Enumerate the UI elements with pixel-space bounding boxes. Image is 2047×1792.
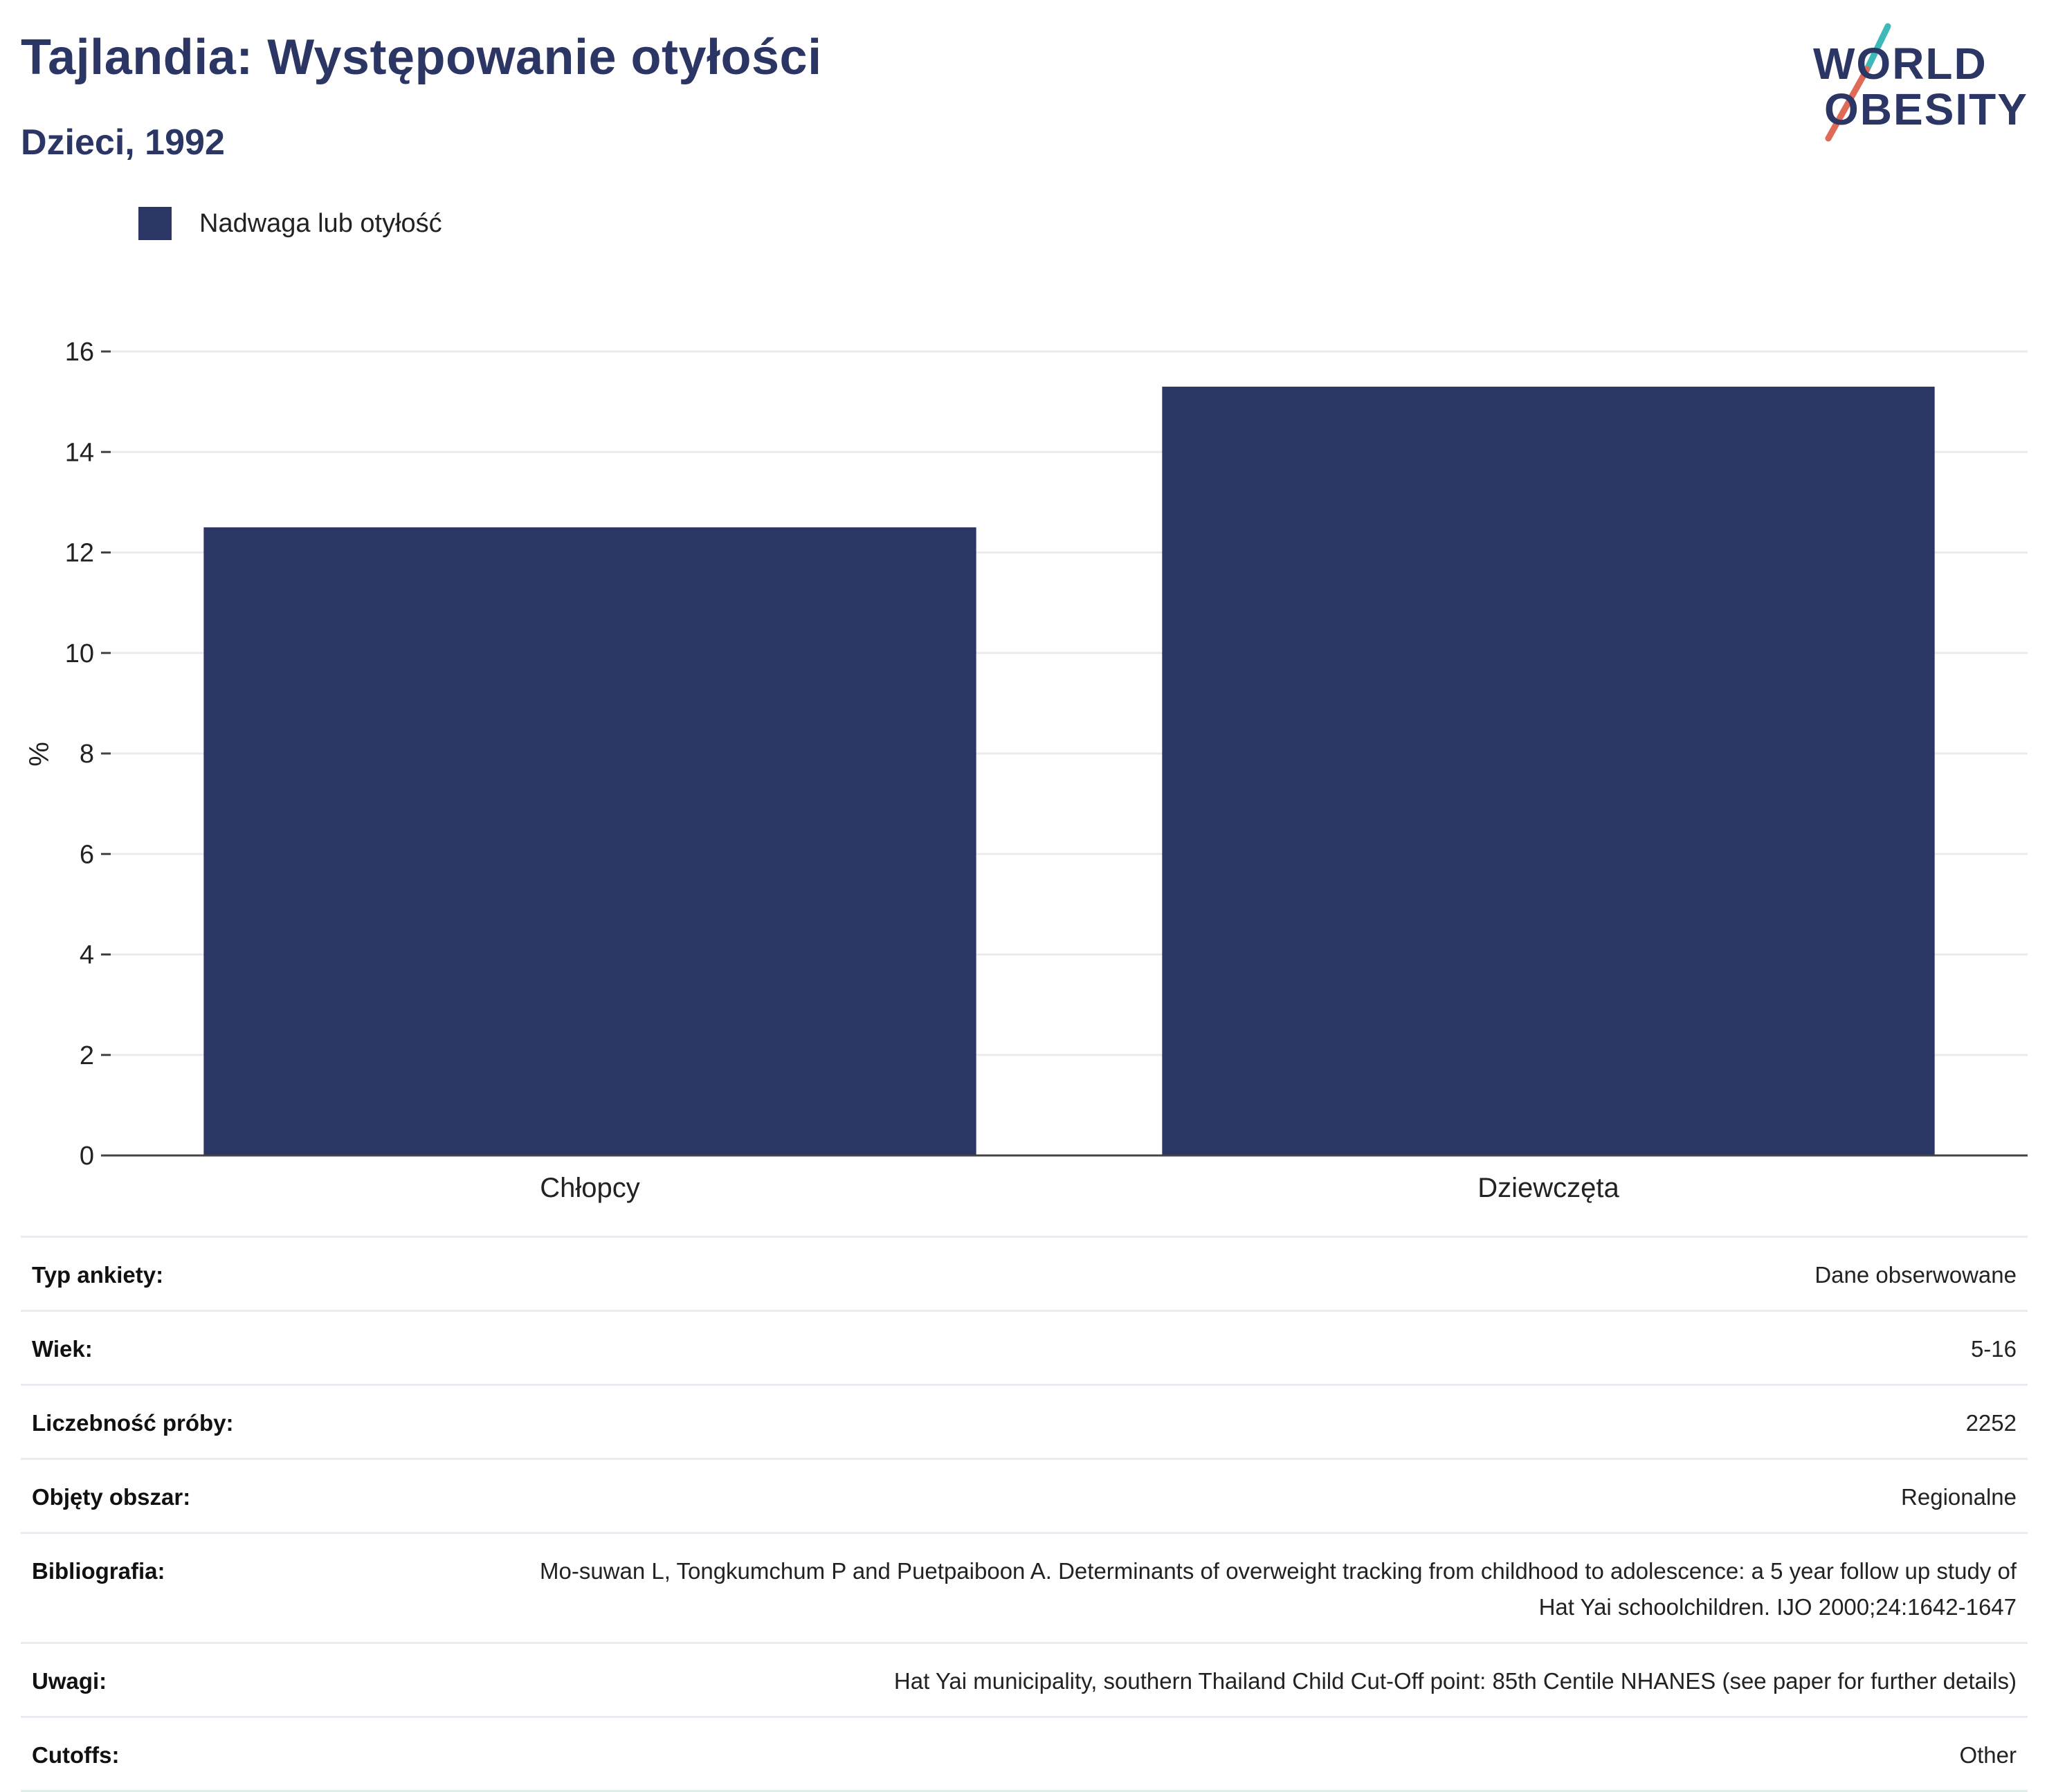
info-value: 2252 <box>1965 1410 2017 1436</box>
legend-swatch <box>138 207 172 240</box>
info-row: Typ ankiety: Dane obserwowane <box>21 1238 2028 1312</box>
info-label: Uwagi: <box>32 1668 107 1694</box>
chart-subtitle: Dzieci, 1992 <box>21 122 225 163</box>
info-row: Liczebność próby: 2252 <box>21 1386 2028 1460</box>
y-tick-label: 16 <box>65 338 94 367</box>
x-tick-label: Dziewczęta <box>1477 1173 1619 1203</box>
x-tick-label: Chłopcy <box>540 1173 640 1203</box>
bar[interactable] <box>1162 386 1935 1155</box>
info-value: Dane obserwowane <box>1814 1262 2017 1288</box>
info-label: Cutoffs: <box>32 1742 120 1768</box>
info-label: Wiek: <box>32 1336 93 1362</box>
y-tick-label: 0 <box>80 1142 94 1171</box>
bar[interactable] <box>203 527 976 1155</box>
info-row: Wiek: 5-16 <box>21 1312 2028 1386</box>
info-label: Typ ankiety: <box>32 1262 164 1288</box>
y-tick-label: 4 <box>80 941 94 970</box>
info-row: Cutoffs: Other <box>21 1718 2028 1792</box>
info-value: 5-16 <box>1970 1336 2017 1362</box>
y-tick-label: 6 <box>80 840 94 869</box>
world-obesity-logo: WORLD OBESITY <box>1799 21 2035 145</box>
bars <box>203 386 1935 1155</box>
chart-title: Tajlandia: Występowanie otyłości <box>21 30 822 85</box>
y-axis-label: % <box>24 742 55 767</box>
info-label: Bibliografia: <box>32 1558 165 1584</box>
legend: Nadwaga lub otyłość <box>138 206 442 241</box>
info-value: Mo-suwan L, Tongkumchum P and Puetpaiboo… <box>540 1558 2017 1620</box>
info-label: Liczebność próby: <box>32 1410 234 1436</box>
y-tick-label: 14 <box>65 438 94 467</box>
y-tick-label: 12 <box>65 539 94 568</box>
logo-text-obesity: OBESITY <box>1824 84 2028 134</box>
logo-text-world: WORLD <box>1813 39 1987 89</box>
axes: 0 2 4 6 8 10 12 14 16 Chłopcy Dziewczęta <box>65 338 2028 1203</box>
info-row: Bibliografia: Mo-suwan L, Tongkumchum P a… <box>21 1534 2028 1644</box>
logo-slash-icon <box>1825 23 1891 142</box>
bar-chart: 0 2 4 6 8 10 12 14 16 Chłopcy Dziewczęta % <box>24 338 2028 1203</box>
info-row: Objęty obszar: Regionalne <box>21 1460 2028 1534</box>
y-tick-label: 2 <box>80 1041 94 1070</box>
info-value: Other <box>1959 1742 2017 1768</box>
info-value: Regionalne <box>1901 1484 2017 1510</box>
legend-label: Nadwaga lub otyłość <box>199 208 442 238</box>
y-tick-label: 8 <box>80 740 94 769</box>
survey-info-table: Typ ankiety: Dane obserwowane Wiek: 5-16 Lic… <box>21 1236 2028 1792</box>
info-row: Uwagi: Hat Yai municipality, southern Tha… <box>21 1644 2028 1718</box>
info-value: Hat Yai municipality, southern Thailand … <box>893 1668 2017 1694</box>
info-label: Objęty obszar: <box>32 1484 191 1510</box>
y-tick-label: 10 <box>65 639 94 668</box>
